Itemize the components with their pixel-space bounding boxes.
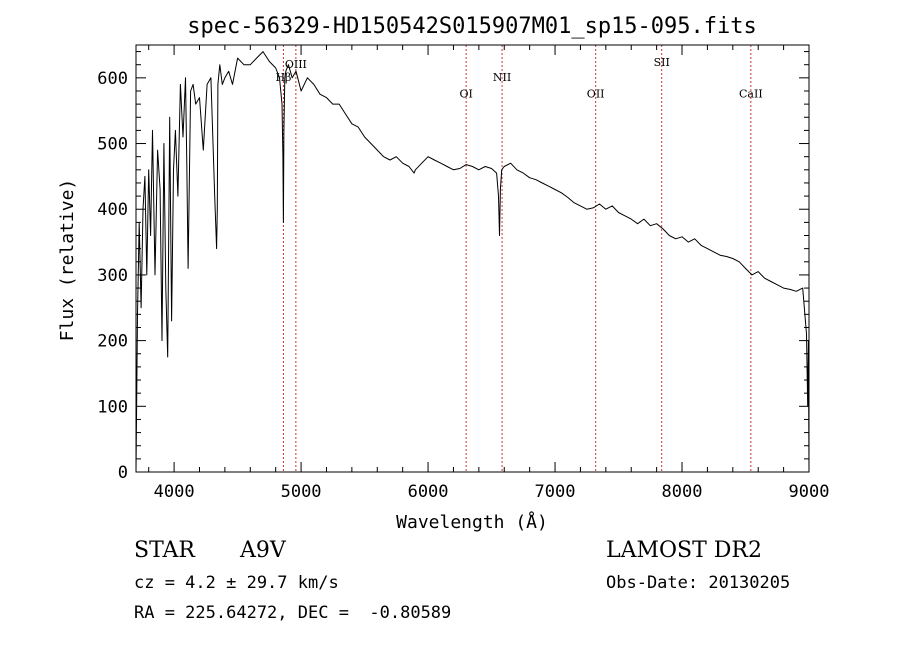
y-tick-label-1: 100 xyxy=(97,397,128,417)
object-type: STAR xyxy=(134,538,195,563)
line-label-1: OIII xyxy=(285,58,307,71)
redshift-cz: cz = 4.2 ± 29.7 km/s xyxy=(134,573,339,593)
y-tick-label-0: 0 xyxy=(118,463,128,483)
observation-date: Obs-Date: 20130205 xyxy=(606,573,791,593)
y-tick-label-3: 300 xyxy=(97,266,128,286)
x-tick-label-3: 7000 xyxy=(535,482,576,502)
spectrum-series xyxy=(135,51,810,473)
spectral-class: A9V xyxy=(240,538,286,563)
x-tick-label-2: 6000 xyxy=(408,482,449,502)
line-label-2: OI xyxy=(459,88,472,101)
y-tick-label-4: 400 xyxy=(97,200,128,220)
chart-title: spec-56329-HD150542S015907M01_sp15-095.f… xyxy=(187,14,757,39)
y-tick-label-6: 600 xyxy=(97,69,128,89)
spectrum-line xyxy=(135,51,810,473)
line-label-3: NII xyxy=(493,71,511,84)
y-tick-label-5: 500 xyxy=(97,135,128,155)
x-tick-label-1: 5000 xyxy=(281,482,322,502)
line-label-6: CaII xyxy=(739,88,763,101)
line-label-4: OII xyxy=(587,88,605,101)
y-axis-label: Flux (relative) xyxy=(57,179,78,342)
y-tick-label-2: 200 xyxy=(97,332,128,352)
survey-name: LAMOST DR2 xyxy=(606,538,762,563)
coordinates: RA = 225.64272, DEC = -0.80589 xyxy=(134,603,452,623)
x-axis-label: Wavelength (Å) xyxy=(396,511,548,533)
x-tick-label-4: 8000 xyxy=(662,482,703,502)
plot-frame xyxy=(135,44,810,473)
axis-ticks: 4000 5000 6000 7000 8000 9000 0 100 200 300 400 500… xyxy=(97,45,829,502)
x-tick-label-0: 4000 xyxy=(154,482,195,502)
x-tick-label-5: 9000 xyxy=(789,482,830,502)
line-label-5: SII xyxy=(654,56,670,69)
